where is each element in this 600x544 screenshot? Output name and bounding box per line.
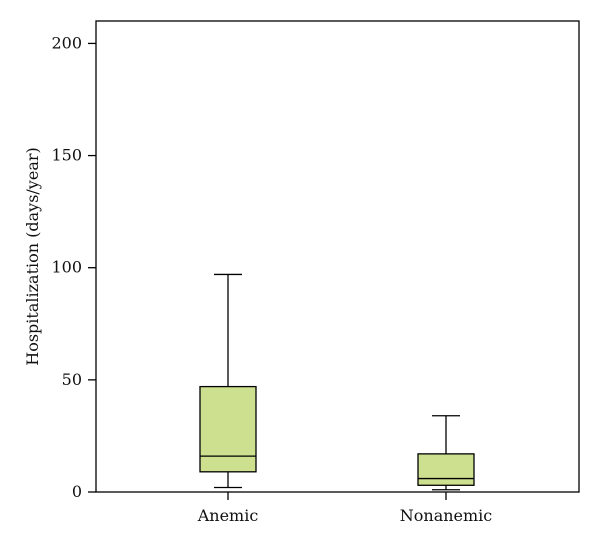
box-nonanemic xyxy=(417,415,475,491)
iqr-box xyxy=(417,453,475,486)
plot-area xyxy=(95,20,580,493)
x-axis: Anemic Nonanemic xyxy=(197,492,493,525)
box-series xyxy=(199,273,475,491)
plot-frame xyxy=(95,20,580,493)
y-axis-title: Hospitalization (days/year) xyxy=(23,147,42,366)
y-tick-label: 150 xyxy=(51,146,82,165)
y-axis: 0 50 100 150 200 xyxy=(51,33,96,501)
y-tick-label: 50 xyxy=(62,370,82,389)
x-category-label: Anemic xyxy=(197,506,259,525)
box-anemic xyxy=(199,273,257,489)
y-tick-label: 200 xyxy=(51,33,82,52)
x-category-label: Nonanemic xyxy=(400,506,493,525)
y-tick-label: 0 xyxy=(72,482,82,501)
iqr-box xyxy=(199,385,257,473)
y-tick-label: 100 xyxy=(51,258,82,277)
